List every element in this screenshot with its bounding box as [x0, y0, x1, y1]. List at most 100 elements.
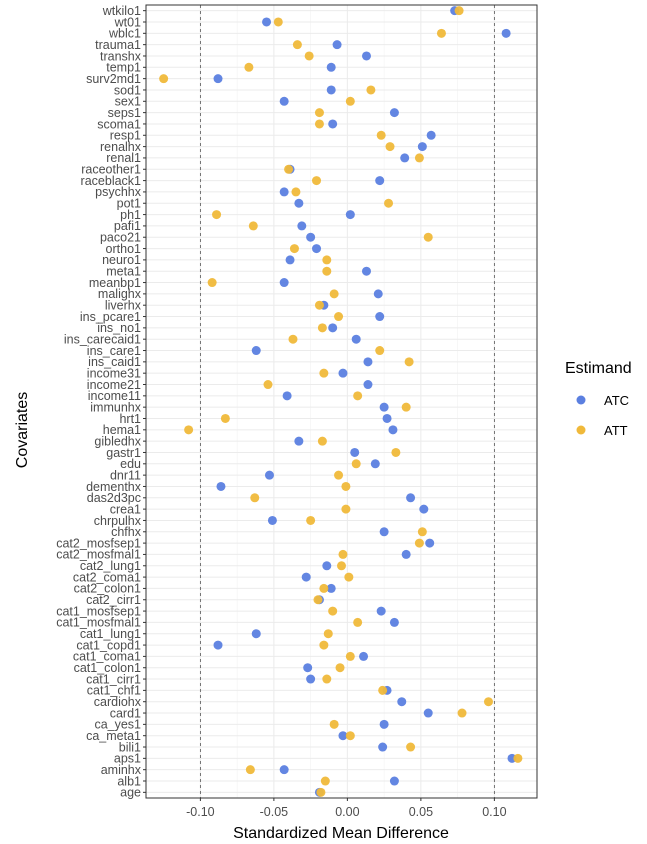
point-atc	[326, 85, 336, 95]
point-atc	[350, 447, 360, 457]
y-tick-label: neuro1	[102, 253, 141, 267]
point-atc	[213, 74, 223, 84]
point-atc	[267, 515, 277, 525]
point-att	[322, 255, 332, 265]
point-att	[245, 765, 255, 775]
x-tick-label: 0.00	[335, 805, 359, 819]
y-tick-label: raceblack1	[81, 174, 141, 188]
point-atc	[294, 198, 304, 208]
point-atc	[294, 436, 304, 446]
y-tick-label: transhx	[100, 49, 142, 63]
y-tick-label: hema1	[103, 423, 141, 437]
data-points	[159, 6, 523, 797]
grid	[146, 5, 537, 798]
legend-key-atc	[576, 395, 586, 405]
point-att	[334, 470, 344, 480]
point-atc	[389, 108, 399, 118]
y-tick-label: cat2_mosfsep1	[56, 536, 141, 550]
y-tick-label: ca_yes1	[94, 718, 141, 732]
point-atc	[279, 187, 289, 197]
point-atc	[312, 244, 322, 254]
point-atc	[426, 130, 436, 140]
x-axis: -0.10 -0.05 0.00 0.05 0.10	[186, 798, 507, 819]
y-tick-label: renalhx	[100, 140, 142, 154]
y-tick-label: liverhx	[105, 299, 142, 313]
point-atc	[419, 504, 429, 514]
point-att	[319, 583, 329, 593]
point-atc	[379, 402, 389, 412]
y-tick-label: raceother1	[81, 163, 141, 177]
y-tick-label: sod1	[114, 83, 141, 97]
point-att	[314, 108, 324, 118]
point-att	[338, 549, 348, 559]
y-tick-label: cat1_lung1	[80, 627, 141, 641]
y-tick-label: ph1	[120, 208, 141, 222]
y-tick-label: cat1_mosfmal1	[56, 616, 141, 630]
y-tick-label: das2d3pc	[87, 491, 141, 505]
point-atc	[375, 176, 385, 186]
point-att	[375, 346, 385, 356]
point-atc	[262, 17, 272, 27]
y-tick-label: cat2_colon1	[74, 582, 141, 596]
point-att	[353, 617, 363, 627]
point-atc	[382, 413, 392, 423]
point-atc	[326, 583, 336, 593]
point-atc	[285, 255, 295, 265]
point-att	[366, 85, 376, 95]
legend: Estimand ATC ATT	[565, 360, 632, 438]
y-tick-label: bili1	[119, 740, 141, 754]
point-atc	[501, 28, 511, 38]
point-atc	[306, 232, 316, 242]
point-att	[320, 776, 330, 786]
point-atc	[376, 606, 386, 616]
point-atc	[363, 380, 373, 390]
y-tick-label: gastr1	[106, 446, 141, 460]
point-att	[317, 436, 327, 446]
point-att	[319, 640, 329, 650]
x-tick-label: 0.05	[409, 805, 433, 819]
point-att	[423, 232, 433, 242]
point-att	[306, 515, 316, 525]
point-atc	[332, 40, 342, 50]
legend-label-atc: ATC	[604, 393, 629, 408]
y-tick-label: sex1	[115, 95, 141, 109]
y-tick-label: paco21	[100, 231, 141, 245]
point-att	[291, 187, 301, 197]
point-atc	[401, 549, 411, 559]
point-atc	[328, 119, 338, 129]
point-atc	[400, 153, 410, 163]
y-axis: wtkilo1wt01wblc1trauma1transhxtemp1surv2…	[56, 4, 146, 800]
y-tick-label: cat1_chf1	[87, 684, 141, 698]
point-att	[391, 447, 401, 457]
point-att	[344, 572, 354, 582]
y-tick-label: cat1_cirr1	[86, 672, 141, 686]
y-tick-label: cat1_coma1	[73, 650, 141, 664]
point-att	[483, 697, 493, 707]
point-atc	[397, 697, 407, 707]
point-att	[314, 300, 324, 310]
reference-lines	[199, 5, 495, 798]
y-tick-label: pafi1	[114, 219, 141, 233]
point-att	[312, 176, 322, 186]
y-tick-label: income11	[88, 389, 141, 403]
y-tick-label: wtkilo1	[102, 4, 141, 18]
y-tick-label: age	[120, 786, 141, 800]
point-atc	[375, 312, 385, 322]
point-att	[323, 629, 333, 639]
legend-title: Estimand	[565, 360, 632, 377]
point-att	[322, 266, 332, 276]
point-att	[353, 391, 363, 401]
point-atc	[379, 527, 389, 537]
point-att	[328, 606, 338, 616]
point-att	[316, 787, 326, 797]
point-atc	[363, 357, 373, 367]
point-atc	[279, 96, 289, 106]
y-tick-label: cat2_coma1	[73, 570, 141, 584]
point-att	[345, 651, 355, 661]
y-tick-label: aminhx	[101, 763, 142, 777]
point-att	[207, 278, 217, 288]
x-tick-label: -0.05	[260, 805, 289, 819]
point-att	[329, 289, 339, 299]
y-tick-label: gibledhx	[94, 434, 141, 448]
